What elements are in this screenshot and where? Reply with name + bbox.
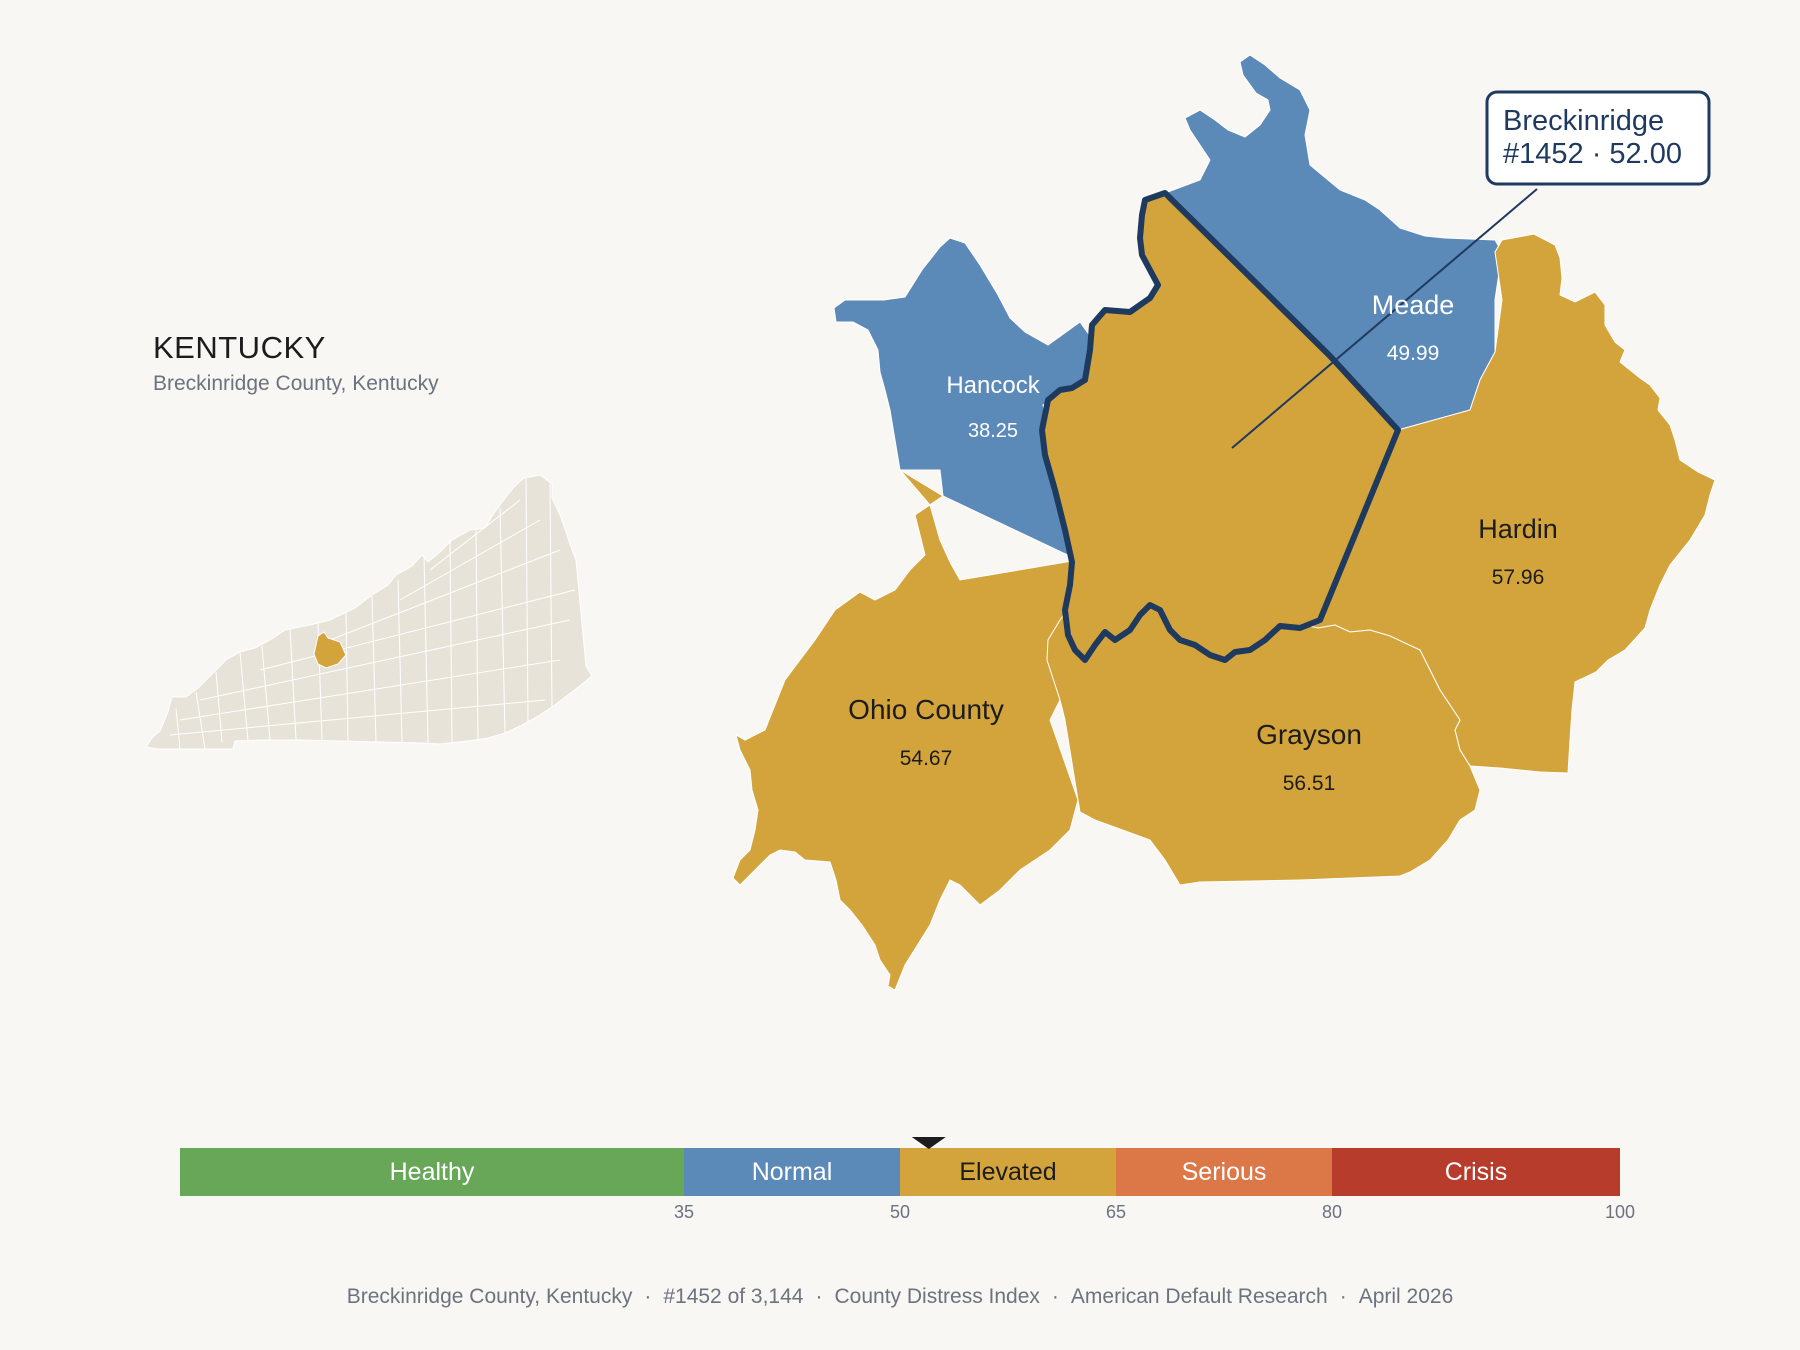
county-score-hardin: 57.96 — [1492, 566, 1545, 589]
scale-label-normal: Normal — [752, 1158, 833, 1186]
title-block: KENTUCKY Breckinridge County, Kentucky — [153, 330, 439, 396]
scale-segment-elevated — [900, 1148, 1116, 1196]
footer-index-name: County Distress Index — [834, 1285, 1040, 1308]
footer-separator: · — [644, 1285, 652, 1308]
scale-segment-serious — [1116, 1148, 1332, 1196]
distress-scale-legend: Healthy Normal Elevated Serious Crisis 35 50 65… — [180, 1137, 1635, 1222]
state-title: KENTUCKY — [153, 330, 326, 365]
callout-leader-line — [1231, 188, 1538, 449]
county-score-hancock: 38.25 — [968, 420, 1018, 442]
scale-label-elevated: Elevated — [959, 1158, 1056, 1186]
footer-separator: · — [815, 1285, 823, 1308]
footer-source: American Default Research — [1070, 1285, 1328, 1308]
map-subtitle: Breckinridge County, Kentucky — [153, 372, 439, 395]
county-name-hardin: Hardin — [1478, 514, 1558, 544]
callout-county-name: Breckinridge — [1503, 105, 1664, 137]
county-meade[interactable] — [1164, 54, 1503, 431]
callout-box[interactable]: Breckinridge #1452 · 52.00 — [1485, 90, 1711, 186]
footer: Breckinridge County, Kentucky · #1452 of 3… — [0, 1285, 1800, 1309]
footer-date: April 2026 — [1358, 1285, 1454, 1308]
callout-rank-score: #1452 · 52.00 — [1503, 138, 1682, 170]
county-ohio[interactable] — [732, 469, 1079, 991]
county-score-ohio: 54.67 — [900, 747, 953, 770]
county-name-ohio: Ohio County — [848, 694, 1004, 725]
inset-state-map — [145, 474, 593, 750]
scale-tick-label: 80 — [1322, 1202, 1342, 1222]
footer-separator: · — [1339, 1285, 1347, 1308]
footer-separator: · — [1051, 1285, 1059, 1308]
county-name-hancock: Hancock — [946, 372, 1040, 399]
county-labels: Hancock 38.25 Meade 49.99 Hardin 57.96 O… — [848, 290, 1558, 795]
scale-segment-normal — [684, 1148, 900, 1196]
inset-highlight-county — [313, 631, 347, 669]
scale-tick-label: 35 — [674, 1202, 694, 1222]
footer-rank: #1452 of 3,144 — [663, 1285, 804, 1308]
footer-county: Breckinridge County, Kentucky — [346, 1285, 633, 1308]
county-score-grayson: 56.51 — [1283, 772, 1336, 795]
inset-county-lines — [169, 477, 576, 750]
scale-tick-label: 50 — [890, 1202, 910, 1222]
county-name-grayson: Grayson — [1256, 719, 1362, 750]
scale-segment-crisis — [1332, 1148, 1620, 1196]
scale-marker-triangle — [911, 1137, 946, 1149]
inset-kentucky-shape — [145, 474, 593, 750]
scale-label-healthy: Healthy — [390, 1158, 475, 1186]
county-breckinridge-highlight[interactable] — [1039, 190, 1401, 663]
scale-tick-label: 65 — [1106, 1202, 1126, 1222]
scale-label-crisis: Crisis — [1445, 1158, 1508, 1186]
scale-tick-label: 100 — [1605, 1202, 1635, 1222]
county-grayson[interactable] — [1046, 559, 1481, 886]
county-score-meade: 49.99 — [1387, 342, 1440, 365]
scale-segment-healthy — [180, 1148, 684, 1196]
county-name-meade: Meade — [1372, 290, 1455, 320]
scale-label-serious: Serious — [1182, 1158, 1267, 1186]
